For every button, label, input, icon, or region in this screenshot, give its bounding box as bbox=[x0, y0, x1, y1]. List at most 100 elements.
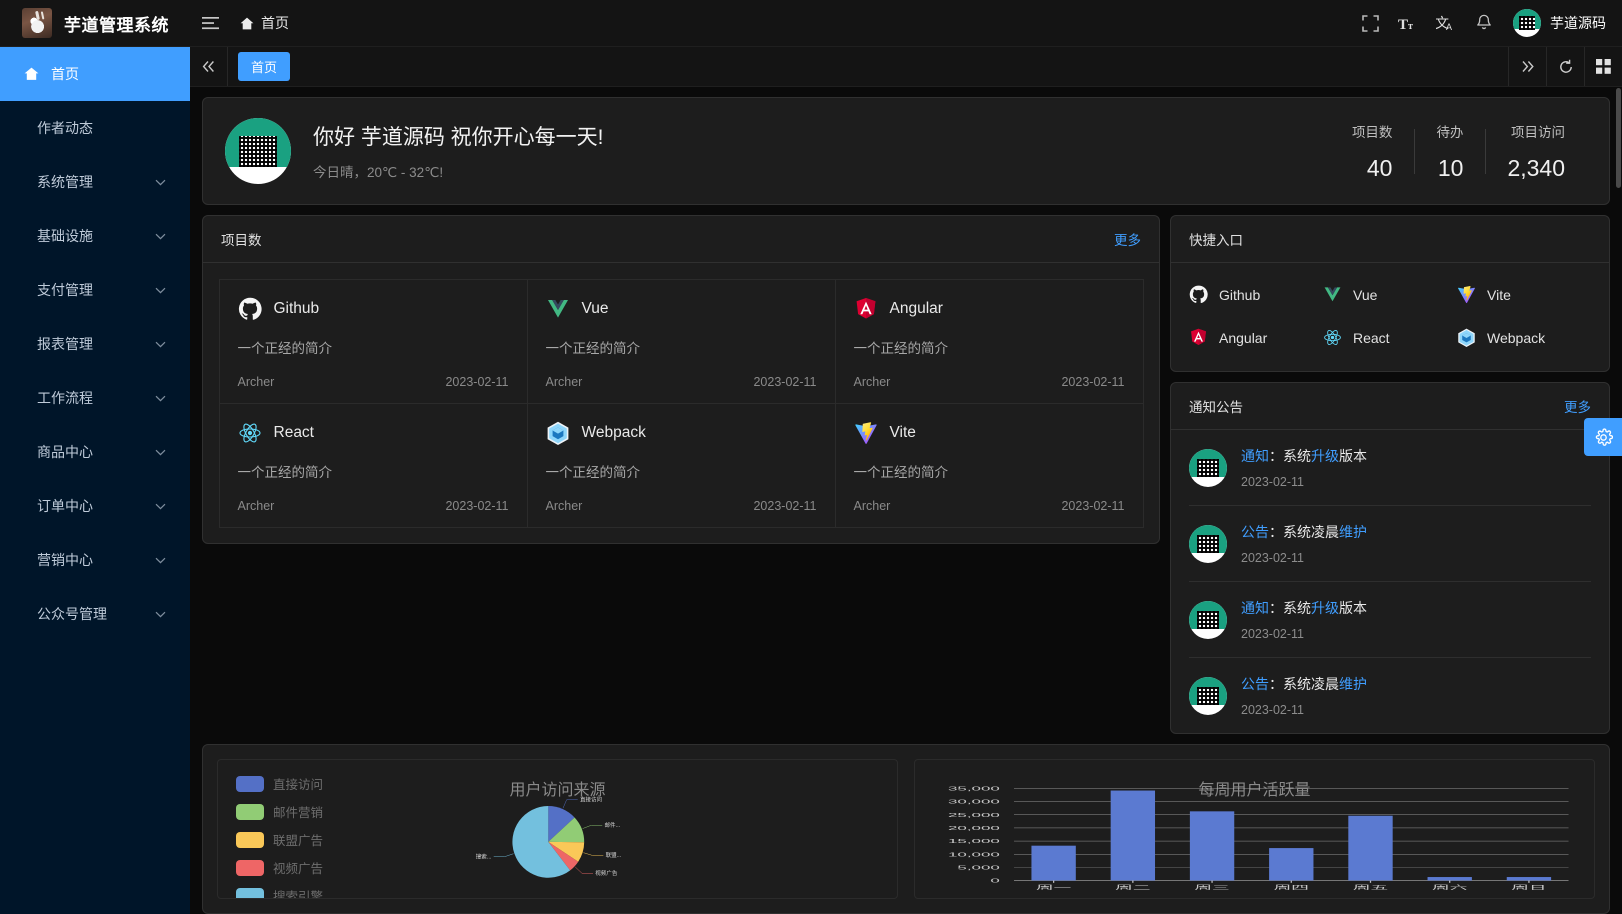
tab-home[interactable]: 首页 bbox=[238, 52, 291, 81]
menu-toggle-button[interactable] bbox=[190, 16, 230, 30]
quick-link-vue[interactable]: Vue bbox=[1323, 279, 1457, 310]
language-button[interactable]: 文 A bbox=[1427, 0, 1465, 47]
sidebar-item-infrastructure[interactable]: 基础设施 bbox=[0, 209, 190, 263]
project-card[interactable]: Github 一个正经的简介 Archer 2023-02-11 bbox=[218, 278, 528, 404]
sidebar-item-marketing[interactable]: 营销中心 bbox=[0, 533, 190, 587]
notice-highlight: 维护 bbox=[1339, 676, 1367, 692]
notice-sep: ： bbox=[1269, 676, 1283, 692]
quick-link-vite[interactable]: Vite bbox=[1457, 279, 1591, 310]
pie-chart[interactable]: 直接访问 邮件营销 联盟广告 bbox=[217, 759, 898, 899]
pie-slice[interactable] bbox=[512, 806, 571, 878]
refresh-button[interactable] bbox=[1546, 47, 1584, 86]
hamburger-icon bbox=[201, 17, 219, 30]
stat-value: 2,340 bbox=[1507, 154, 1565, 181]
notice-after: 版本 bbox=[1339, 600, 1367, 616]
project-card[interactable]: React 一个正经的简介 Archer 2023-02-11 bbox=[218, 402, 528, 528]
bar[interactable] bbox=[1348, 815, 1393, 881]
notice-body: 通知：系统升级版本 2023-02-11 bbox=[1241, 598, 1367, 641]
chevron-down-icon bbox=[155, 341, 166, 347]
sidebar-item-author-news[interactable]: 作者动态 bbox=[0, 101, 190, 155]
x-axis-tick-label: 周五 bbox=[1353, 884, 1388, 891]
notice-before: 系统凌晨 bbox=[1283, 524, 1339, 540]
project-card[interactable]: Webpack 一个正经的简介 Archer 2023-02-11 bbox=[526, 402, 836, 528]
project-date: 2023-02-11 bbox=[445, 498, 509, 513]
chevron-double-left-icon bbox=[202, 61, 214, 72]
bar[interactable] bbox=[1110, 790, 1156, 881]
project-card[interactable]: Vite 一个正经的简介 Archer 2023-02-11 bbox=[834, 402, 1144, 528]
tabs-scroll-right-button[interactable] bbox=[1508, 47, 1546, 86]
sidebar-item-product[interactable]: 商品中心 bbox=[0, 425, 190, 479]
bar[interactable] bbox=[1031, 845, 1076, 881]
sidebar-item-mp[interactable]: 公众号管理 bbox=[0, 587, 190, 641]
charts-card: 直接访问 邮件营销 联盟广告 bbox=[202, 744, 1610, 914]
settings-drawer-button[interactable] bbox=[1584, 418, 1622, 456]
legend-item[interactable]: 搜索引擎 bbox=[236, 886, 323, 898]
notice-item[interactable]: 公告：系统凌晨维护 2023-02-11 bbox=[1189, 658, 1591, 733]
projects-more-link[interactable]: 更多 bbox=[1114, 233, 1141, 248]
bar[interactable] bbox=[1189, 811, 1235, 881]
quick-link-webpack[interactable]: Webpack bbox=[1457, 322, 1591, 353]
notice-title[interactable]: 通知：系统升级版本 bbox=[1241, 598, 1367, 618]
legend-item[interactable]: 联盟广告 bbox=[236, 830, 323, 849]
notice-title[interactable]: 公告：系统凌晨维护 bbox=[1241, 522, 1367, 542]
layout-grid-button[interactable] bbox=[1584, 47, 1622, 86]
sidebar-item-system[interactable]: 系统管理 bbox=[0, 155, 190, 209]
x-axis-tick-label: 周二 bbox=[1115, 884, 1150, 891]
bar-chart[interactable]: 每周用户活跃量 0 5,000 10,000 15,000 20,000 25,000 30… bbox=[914, 759, 1595, 899]
sidebar-item-report[interactable]: 报表管理 bbox=[0, 317, 190, 371]
project-card[interactable]: Vue 一个正经的简介 Archer 2023-02-11 bbox=[526, 278, 836, 404]
sidebar-item-workflow[interactable]: 工作流程 bbox=[0, 371, 190, 425]
project-desc: 一个正经的简介 bbox=[237, 340, 333, 356]
stat-todo: 待办 10 bbox=[1414, 121, 1485, 182]
sidebar-item-order[interactable]: 订单中心 bbox=[0, 479, 190, 533]
angular-icon bbox=[856, 297, 875, 318]
quick-link-angular[interactable]: Angular bbox=[1189, 322, 1323, 353]
content-scrollbar[interactable] bbox=[1616, 88, 1621, 188]
quick-link-label: Angular bbox=[1219, 329, 1268, 346]
notice-item[interactable]: 通知：系统升级版本 2023-02-11 bbox=[1189, 430, 1591, 506]
notice-title[interactable]: 通知：系统升级版本 bbox=[1241, 446, 1367, 466]
notice-title[interactable]: 公告：系统凌晨维护 bbox=[1241, 674, 1367, 694]
notice-item[interactable]: 公告：系统凌晨维护 2023-02-11 bbox=[1189, 506, 1591, 582]
legend-item[interactable]: 直接访问 bbox=[236, 774, 323, 793]
fullscreen-button[interactable] bbox=[1351, 0, 1389, 47]
notice-more-link[interactable]: 更多 bbox=[1564, 400, 1591, 415]
notice-panel-header: 通知公告 更多 bbox=[1171, 383, 1609, 430]
legend-item[interactable]: 邮件营销 bbox=[236, 802, 323, 821]
font-size-button[interactable]: T т bbox=[1389, 0, 1427, 47]
bar[interactable] bbox=[1427, 877, 1472, 881]
stat-value: 10 bbox=[1437, 154, 1464, 181]
pie-slice[interactable] bbox=[548, 841, 585, 862]
pie-slice[interactable] bbox=[548, 817, 585, 843]
notifications-button[interactable] bbox=[1465, 0, 1503, 47]
pie-slice[interactable] bbox=[548, 841, 579, 871]
quick-link-github[interactable]: Github bbox=[1189, 279, 1323, 310]
sidebar-item-home[interactable]: 首页 bbox=[0, 47, 190, 101]
pie-chart-title: 用户访问来源 bbox=[509, 782, 606, 799]
project-desc: 一个正经的简介 bbox=[237, 464, 333, 480]
project-card[interactable]: Angular 一个正经的简介 Archer 2023-02-11 bbox=[834, 278, 1144, 404]
x-axis-tick-label: 周四 bbox=[1274, 884, 1309, 891]
y-axis-tick-label: 25,000 bbox=[948, 812, 1000, 818]
sidebar-item-payment[interactable]: 支付管理 bbox=[0, 263, 190, 317]
project-date: 2023-02-11 bbox=[445, 374, 509, 389]
sidebar: 首页 作者动态 系统管理 基础设施 支付管理 报表管理 工作流程 bbox=[0, 47, 190, 914]
quick-link-react[interactable]: React bbox=[1323, 322, 1457, 353]
refresh-icon bbox=[1559, 59, 1572, 73]
notice-sep: ： bbox=[1269, 524, 1283, 540]
x-axis-tick-label: 周日 bbox=[1511, 884, 1546, 891]
tabs-scroll-left-button[interactable] bbox=[190, 47, 228, 86]
pie-leader-line bbox=[583, 852, 604, 856]
bar[interactable] bbox=[1269, 848, 1314, 881]
legend-item[interactable]: 视频广告 bbox=[236, 858, 323, 877]
chevron-down-icon bbox=[155, 557, 166, 563]
brand[interactable]: 芋道管理系统 bbox=[0, 8, 190, 38]
x-axis-tick-label: 周三 bbox=[1194, 884, 1229, 891]
notice-item[interactable]: 通知：系统升级版本 2023-02-11 bbox=[1189, 582, 1591, 658]
user-menu[interactable]: 芋道源码 bbox=[1503, 9, 1606, 37]
svg-text:т: т bbox=[1408, 21, 1413, 32]
breadcrumb[interactable]: 首页 bbox=[240, 13, 289, 33]
bar[interactable] bbox=[1506, 877, 1552, 881]
pie-slice[interactable] bbox=[548, 806, 575, 842]
legend-label: 联盟广告 bbox=[273, 834, 324, 848]
